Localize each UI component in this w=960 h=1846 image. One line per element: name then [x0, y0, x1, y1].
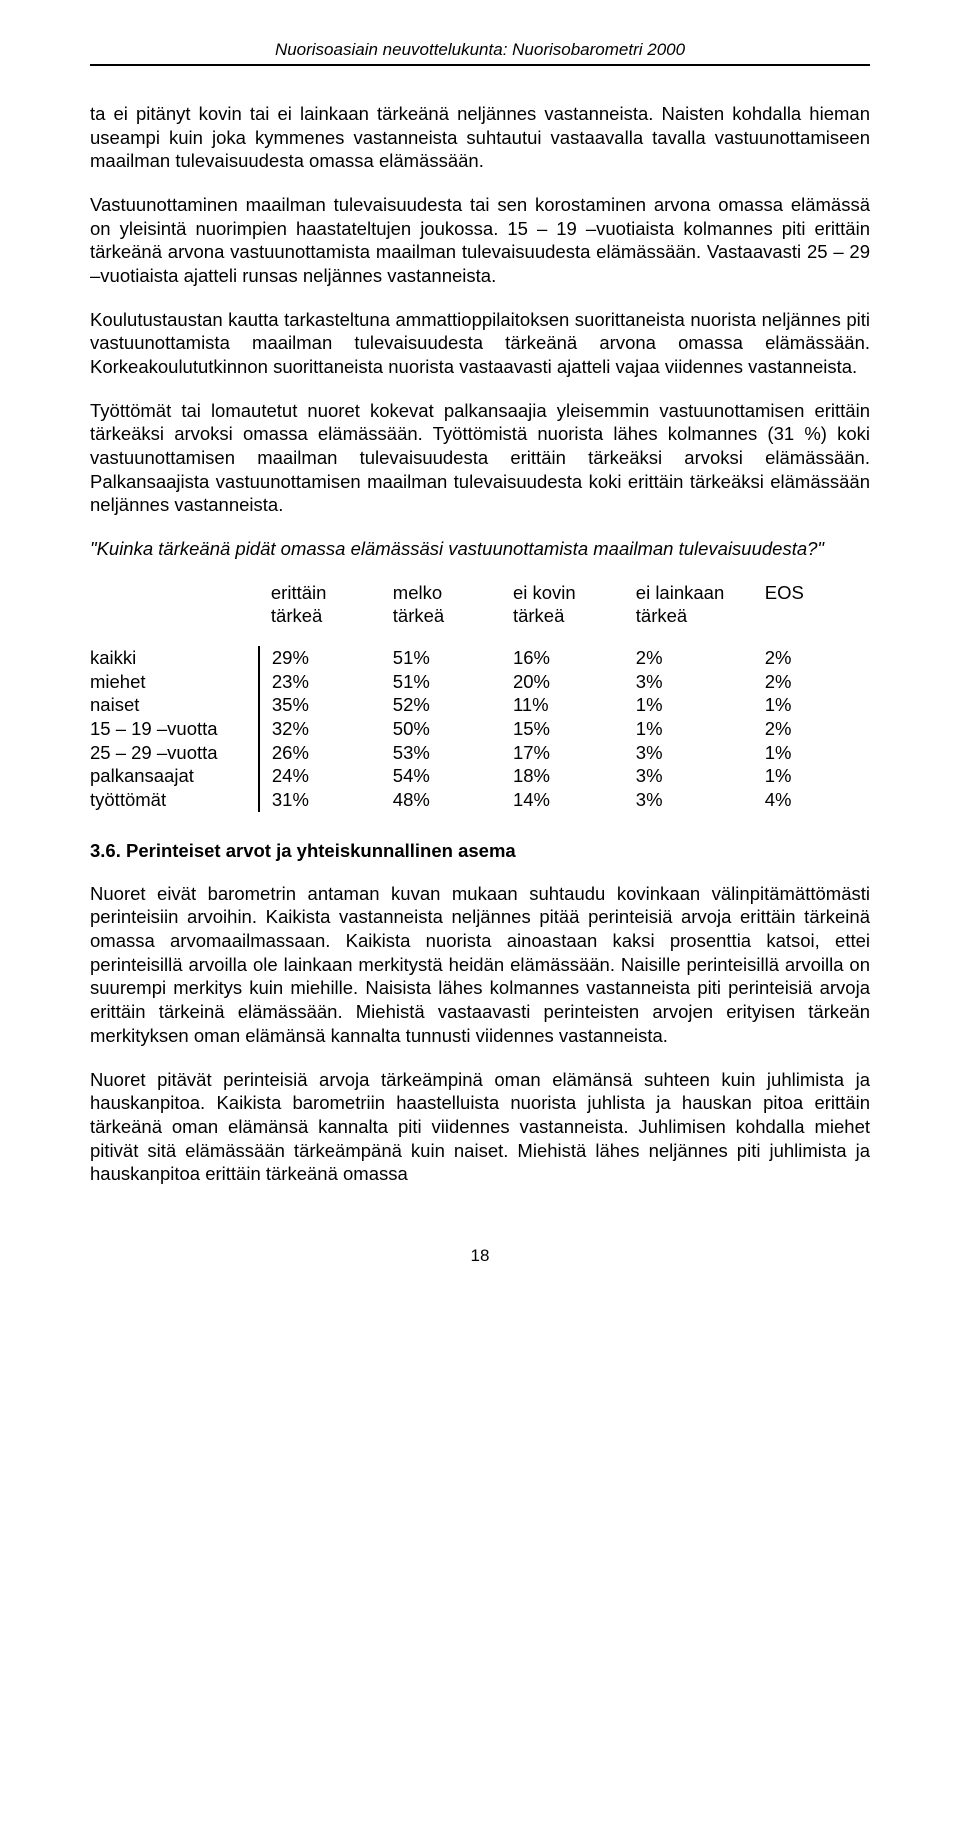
table-header-col4: ei lainkaan tärkeä	[624, 581, 753, 646]
paragraph-4: Työttömät tai lomautetut nuoret kokevat …	[90, 399, 870, 517]
cell: 52%	[381, 693, 501, 717]
cell: 1%	[753, 693, 870, 717]
header-text: tärkeä	[271, 605, 322, 626]
cell: 1%	[624, 693, 753, 717]
table-row: 25 – 29 –vuotta 26% 53% 17% 3% 1%	[90, 741, 870, 765]
cell: 50%	[381, 717, 501, 741]
table-header-col3: ei kovin tärkeä	[501, 581, 624, 646]
cell: 48%	[381, 788, 501, 812]
question-paragraph: "Kuinka tärkeänä pidät omassa elämässäsi…	[90, 537, 870, 561]
cell: 15%	[501, 717, 624, 741]
paragraph-5: Nuoret eivät barometrin antaman kuvan mu…	[90, 882, 870, 1048]
cell: 16%	[501, 646, 624, 670]
header-text: ei kovin	[513, 582, 576, 603]
header-text: ei lainkaan	[636, 582, 724, 603]
document-page: Nuorisoasiain neuvottelukunta: Nuorisoba…	[0, 0, 960, 1326]
row-label: miehet	[90, 670, 259, 694]
table-row: palkansaajat 24% 54% 18% 3% 1%	[90, 764, 870, 788]
cell: 26%	[259, 741, 381, 765]
table-body: kaikki 29% 51% 16% 2% 2% miehet 23% 51% …	[90, 646, 870, 812]
table-header-col2: melko tärkeä	[381, 581, 501, 646]
paragraph-3: Koulutustaustan kautta tarkasteltuna amm…	[90, 308, 870, 379]
cell: 14%	[501, 788, 624, 812]
cell: 54%	[381, 764, 501, 788]
cell: 35%	[259, 693, 381, 717]
cell: 2%	[624, 646, 753, 670]
header-text: tärkeä	[636, 605, 687, 626]
cell: 18%	[501, 764, 624, 788]
cell: 20%	[501, 670, 624, 694]
cell: 1%	[753, 741, 870, 765]
header-text: tärkeä	[513, 605, 564, 626]
table-header-col5: EOS	[753, 581, 870, 646]
cell: 2%	[753, 670, 870, 694]
cell: 2%	[753, 717, 870, 741]
table-row: miehet 23% 51% 20% 3% 2%	[90, 670, 870, 694]
row-label: työttömät	[90, 788, 259, 812]
section-heading: 3.6. Perinteiset arvot ja yhteiskunnalli…	[90, 840, 870, 862]
cell: 51%	[381, 670, 501, 694]
cell: 3%	[624, 670, 753, 694]
cell: 3%	[624, 764, 753, 788]
header-text: tärkeä	[393, 605, 444, 626]
results-table: erittäin tärkeä melko tärkeä ei kovin tä…	[90, 581, 870, 812]
cell: 31%	[259, 788, 381, 812]
paragraph-1: ta ei pitänyt kovin tai ei lainkaan tärk…	[90, 102, 870, 173]
header-text: erittäin	[271, 582, 327, 603]
row-label: naiset	[90, 693, 259, 717]
table-row: työttömät 31% 48% 14% 3% 4%	[90, 788, 870, 812]
cell: 3%	[624, 741, 753, 765]
header-text: melko	[393, 582, 442, 603]
table-header-blank	[90, 581, 259, 646]
table-row: naiset 35% 52% 11% 1% 1%	[90, 693, 870, 717]
row-label: kaikki	[90, 646, 259, 670]
cell: 32%	[259, 717, 381, 741]
cell: 2%	[753, 646, 870, 670]
cell: 23%	[259, 670, 381, 694]
cell: 3%	[624, 788, 753, 812]
cell: 4%	[753, 788, 870, 812]
cell: 1%	[753, 764, 870, 788]
page-number: 18	[90, 1246, 870, 1266]
page-header: Nuorisoasiain neuvottelukunta: Nuorisoba…	[90, 40, 870, 66]
row-label: palkansaajat	[90, 764, 259, 788]
paragraph-6: Nuoret pitävät perinteisiä arvoja tärkeä…	[90, 1068, 870, 1186]
cell: 11%	[501, 693, 624, 717]
cell: 1%	[624, 717, 753, 741]
table-header-col1: erittäin tärkeä	[259, 581, 381, 646]
cell: 29%	[259, 646, 381, 670]
table-row: 15 – 19 –vuotta 32% 50% 15% 1% 2%	[90, 717, 870, 741]
paragraph-2: Vastuunottaminen maailman tulevaisuudest…	[90, 193, 870, 288]
header-text: EOS	[765, 582, 804, 603]
row-label: 25 – 29 –vuotta	[90, 741, 259, 765]
cell: 17%	[501, 741, 624, 765]
table-header-row: erittäin tärkeä melko tärkeä ei kovin tä…	[90, 581, 870, 646]
cell: 51%	[381, 646, 501, 670]
cell: 53%	[381, 741, 501, 765]
row-label: 15 – 19 –vuotta	[90, 717, 259, 741]
cell: 24%	[259, 764, 381, 788]
table-row: kaikki 29% 51% 16% 2% 2%	[90, 646, 870, 670]
